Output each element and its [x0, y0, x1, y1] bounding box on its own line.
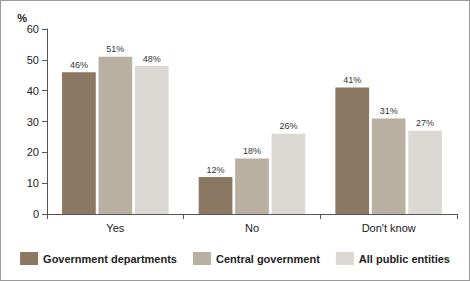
svg-text:10: 10 — [27, 177, 39, 189]
svg-text:Don't know: Don't know — [362, 222, 416, 234]
svg-text:60: 60 — [27, 23, 39, 35]
svg-text:No: No — [245, 222, 259, 234]
svg-text:46%: 46% — [70, 60, 88, 70]
svg-text:20: 20 — [27, 146, 39, 158]
svg-text:51%: 51% — [106, 44, 124, 54]
svg-text:41%: 41% — [343, 75, 361, 85]
svg-text:%: % — [17, 12, 27, 24]
svg-text:12%: 12% — [207, 165, 225, 175]
svg-text:Yes: Yes — [106, 222, 124, 234]
svg-text:0: 0 — [33, 208, 39, 220]
svg-text:26%: 26% — [279, 121, 297, 131]
svg-text:18%: 18% — [243, 146, 261, 156]
svg-text:Central government: Central government — [216, 253, 320, 265]
svg-text:All public entities: All public entities — [359, 253, 450, 265]
svg-text:40: 40 — [27, 85, 39, 97]
svg-text:27%: 27% — [416, 118, 434, 128]
svg-text:50: 50 — [27, 54, 39, 66]
svg-text:30: 30 — [27, 116, 39, 128]
svg-text:31%: 31% — [380, 106, 398, 116]
svg-text:Government departments: Government departments — [43, 253, 177, 265]
svg-text:48%: 48% — [143, 54, 161, 64]
